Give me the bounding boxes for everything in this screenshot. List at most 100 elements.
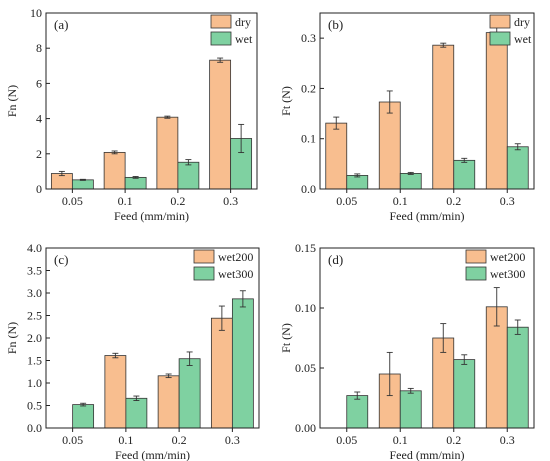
bar-dry-0.05 [325,122,348,190]
chart-panel-2: 0.0 0.1 0.2 0.3 0.05 0.1 0.2 0.3 Feed (mm/min) Ft… [279,12,535,223]
bar-wet200-0.2 [157,375,180,429]
y-tick-label: 0.0 [301,182,316,196]
chart-panel-1: 0 2 4 6 8 10 0.05 0.1 0.2 0.3 Feed (mm/min) Fn (N) (… [5,6,258,223]
y-tick-label: 0.15 [295,241,316,255]
x-tick-label: 0.3 [223,194,238,208]
y-tick-label: 0.05 [295,361,316,375]
bar-wet300-0.1 [125,397,148,429]
bar-wet300-0.2 [453,359,476,429]
y-axis-label: Ft (N) [279,323,293,353]
legend-label-wet200: wet200 [218,250,253,264]
legend-swatch-dry [210,14,232,29]
y-axis-label: Fn (N) [5,322,19,354]
legend-label-wet300: wet300 [218,267,253,281]
legend-swatch-wet [489,31,511,46]
bar-wet300-0.1 [399,390,422,429]
bar-wet-0.3 [506,146,529,190]
panel-label: (d) [328,252,343,267]
y-tick-label: 2.5 [27,309,42,323]
bar-dry-0.3 [209,59,232,190]
legend: dry wet [489,14,532,46]
bar-dry-0.1 [103,151,126,190]
legend-swatch-wet [210,31,232,46]
plot-frame [45,12,258,190]
legend-swatch-wet200 [465,249,487,264]
legend-swatch-wet200 [193,249,215,264]
x-tick-label: 0.1 [118,194,133,208]
panel-label: (b) [328,17,343,32]
x-tick-label: 0.05 [336,194,357,208]
chart-panel-4: 0.00 0.05 0.10 0.15 0.05 0.1 0.2 0.3 Feed (mm/mi… [279,241,535,461]
x-axis-label: Feed (mm/min) [390,448,465,461]
x-tick-label: 0.2 [172,433,187,447]
y-tick-label: 2 [36,147,42,161]
legend-label-dry: dry [235,15,251,29]
y-tick-label: 6 [36,76,42,90]
legend-label-wet300: wet300 [490,267,525,281]
panel-label: (c) [54,252,68,267]
bar-dry-0.2 [156,116,179,190]
x-tick-label: 0.3 [500,194,515,208]
bar-wet200-0.3 [210,317,233,429]
y-tick-label: 3.5 [27,264,42,278]
legend-label-wet: wet [514,32,532,46]
y-tick-label: 1.5 [27,354,42,368]
bar-wet-0.1 [124,176,147,190]
x-axis-label: Feed (mm/min) [390,209,465,223]
y-axis-label: Ft (N) [279,86,293,116]
bar-wet300-0.05 [72,404,95,429]
legend: dry wet [210,14,253,46]
legend: wet200 wet300 [193,249,253,281]
legend-swatch-dry [489,14,511,29]
x-tick-label: 0.3 [225,433,240,447]
panel-label: (a) [54,17,68,32]
y-tick-label: 0.1 [301,132,316,146]
x-tick-label: 0.2 [446,194,461,208]
y-tick-label: 4.0 [27,241,42,255]
legend-label-wet200: wet200 [490,250,525,264]
bar-wet300-0.2 [178,358,201,429]
x-tick-label: 0.1 [118,433,133,447]
y-tick-label: 0.00 [295,421,316,435]
y-tick-label: 0.5 [27,399,42,413]
legend-swatch-wet300 [465,266,487,281]
x-axis-label: Feed (mm/min) [114,209,189,223]
y-tick-label: 0 [36,182,42,196]
x-tick-label: 0.05 [62,194,83,208]
legend-label-dry: dry [514,15,530,29]
y-tick-label: 0.0 [27,421,42,435]
bar-dry-0.1 [378,101,401,190]
bar-dry-0.2 [432,44,455,190]
x-tick-label: 0.1 [393,194,408,208]
bar-wet200-0.1 [104,355,127,429]
legend-label-wet: wet [235,32,253,46]
bar-dry-0.3 [485,32,508,190]
x-tick-label: 0.2 [170,194,185,208]
y-axis-label: Fn (N) [5,85,19,117]
y-tick-label: 10 [30,6,42,20]
y-tick-label: 0.2 [301,81,316,95]
y-tick-label: 1.0 [27,376,42,390]
bar-wet-0.2 [177,161,200,190]
plot-frame [319,247,535,429]
x-axis-label: Feed (mm/min) [115,448,190,461]
chart-panel-3: 0.0 0.5 1.0 1.5 2.0 2.5 3.0 3.5 4.0 0.05 0.1 0.2 0.3… [5,241,260,461]
bar-wet300-0.3 [231,298,254,429]
bar-wet-0.1 [399,173,422,190]
x-tick-label: 0.05 [336,433,357,447]
bar-wet-0.05 [71,179,94,190]
y-tick-label: 0.10 [295,301,316,315]
bar-wet-0.05 [346,175,369,190]
y-tick-label: 2.0 [27,331,42,345]
x-tick-label: 0.2 [446,433,461,447]
bar-wet-0.2 [453,159,476,190]
bar-wet300-0.05 [346,395,369,429]
bar-wet300-0.3 [506,326,529,429]
y-tick-label: 4 [36,112,42,126]
y-tick-label: 3.0 [27,286,42,300]
legend: wet200 wet300 [465,249,525,281]
x-tick-label: 0.05 [62,433,83,447]
plot-frame [319,12,535,190]
y-tick-label: 8 [36,41,42,55]
